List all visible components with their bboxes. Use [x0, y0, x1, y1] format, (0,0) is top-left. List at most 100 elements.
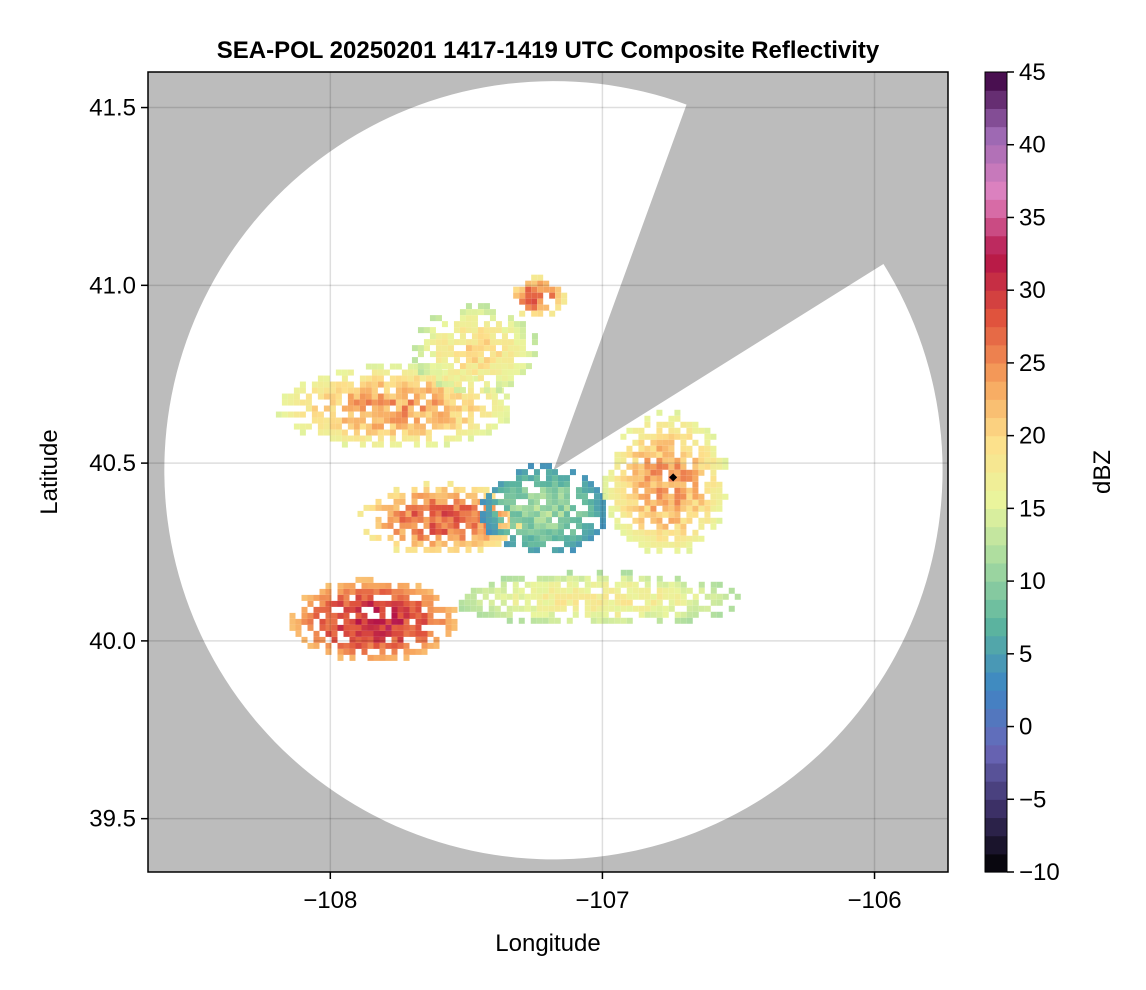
echo-cell: [632, 581, 639, 588]
y-tick-label: 39.5: [89, 806, 136, 833]
echo-cell: [488, 587, 495, 594]
echo-cell: [587, 529, 594, 536]
echo-cell: [698, 605, 705, 612]
echo-cell: [437, 411, 444, 418]
echo-cell: [626, 511, 633, 518]
echo-cell: [307, 642, 314, 649]
echo-cell: [548, 593, 555, 600]
echo-cell: [389, 429, 396, 436]
echo-cell: [465, 339, 472, 346]
echo-cell: [393, 510, 400, 517]
echo-cell: [377, 363, 384, 370]
echo-cell: [650, 511, 657, 518]
echo-cell: [680, 469, 687, 476]
echo-cell: [425, 441, 432, 448]
echo-cell: [389, 441, 396, 448]
echo-cell: [551, 493, 558, 500]
echo-cell: [459, 339, 466, 346]
echo-cell: [650, 487, 657, 494]
echo-cell: [477, 486, 484, 493]
echo-cell: [409, 588, 416, 595]
echo-cell: [500, 611, 507, 618]
echo-cell: [503, 499, 510, 506]
echo-cell: [343, 606, 350, 613]
echo-cell: [539, 493, 546, 500]
echo-cell: [417, 504, 424, 511]
echo-cell: [525, 286, 532, 293]
echo-cell: [453, 522, 460, 529]
colorbar-cell: [985, 744, 1007, 764]
colorbar-cell: [985, 453, 1007, 473]
echo-cell: [572, 599, 579, 606]
echo-cell: [435, 528, 442, 535]
echo-cell: [527, 505, 534, 512]
echo-cell: [435, 546, 442, 553]
echo-cell: [459, 498, 466, 505]
echo-cell: [399, 528, 406, 535]
echo-cell: [439, 618, 446, 625]
echo-cell: [668, 451, 675, 458]
echo-cell: [445, 612, 452, 619]
echo-cell: [509, 481, 516, 488]
echo-cell: [608, 487, 615, 494]
echo-cell: [620, 523, 627, 530]
echo-cell: [371, 441, 378, 448]
echo-cell: [587, 487, 594, 494]
echo-cell: [692, 427, 699, 434]
echo-cell: [435, 510, 442, 517]
echo-cell: [533, 535, 540, 542]
echo-cell: [467, 411, 474, 418]
echo-cell: [590, 605, 597, 612]
echo-cell: [301, 606, 308, 613]
echo-cell: [425, 387, 432, 394]
echo-cell: [419, 423, 426, 430]
echo-cell: [483, 534, 490, 541]
echo-cell: [551, 529, 558, 536]
echo-cell: [656, 593, 663, 600]
echo-cell: [482, 587, 489, 594]
echo-cell: [513, 292, 520, 299]
echo-cell: [704, 457, 711, 464]
echo-cell: [423, 534, 430, 541]
echo-cell: [385, 588, 392, 595]
echo-cell: [539, 529, 546, 536]
echo-cell: [435, 534, 442, 541]
echo-cell: [363, 528, 370, 535]
echo-cell: [359, 393, 366, 400]
echo-cell: [413, 399, 420, 406]
echo-cell: [389, 393, 396, 400]
echo-cell: [477, 363, 484, 370]
echo-cell: [341, 435, 348, 442]
echo-cell: [453, 504, 460, 511]
echo-cell: [483, 381, 490, 388]
colorbar-tick-label: 30: [1019, 277, 1046, 304]
echo-cell: [471, 522, 478, 529]
echo-cell: [335, 423, 342, 430]
echo-cell: [680, 505, 687, 512]
echo-cell: [533, 547, 540, 554]
echo-cell: [518, 587, 525, 594]
echo-cell: [497, 481, 504, 488]
echo-cell: [644, 487, 651, 494]
echo-cell: [507, 369, 514, 376]
echo-cell: [477, 351, 484, 358]
echo-cell: [692, 439, 699, 446]
echo-cell: [527, 523, 534, 530]
echo-cell: [501, 522, 508, 529]
echo-cell: [445, 630, 452, 637]
colorbar-cell: [985, 817, 1007, 837]
echo-cell: [411, 486, 418, 493]
echo-cell: [626, 505, 633, 512]
echo-cell: [674, 593, 681, 600]
echo-cell: [395, 417, 402, 424]
echo-cell: [531, 333, 538, 340]
echo-cell: [425, 429, 432, 436]
echo-cell: [545, 487, 552, 494]
echo-cell: [413, 381, 420, 388]
colorbar-tick-label: 15: [1019, 495, 1046, 522]
echo-cell: [377, 369, 384, 376]
echo-cell: [482, 611, 489, 618]
echo-cell: [602, 599, 609, 606]
echo-cell: [421, 588, 428, 595]
echo-cell: [443, 375, 450, 382]
